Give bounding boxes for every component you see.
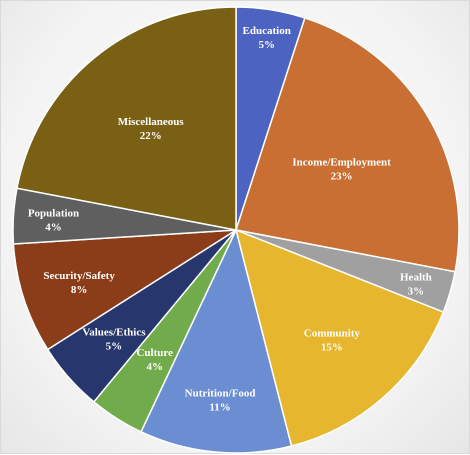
slice-percent-values-ethics: 5% — [106, 341, 123, 353]
slice-percent-security-safety: 8% — [71, 284, 88, 296]
slice-label-culture: Culture — [136, 347, 173, 359]
slice-label-values-ethics: Values/Ethics — [82, 327, 146, 339]
slice-percent-miscellaneous: 22% — [140, 130, 162, 142]
pie-slice-community — [234, 228, 445, 447]
slice-label-population: Population — [28, 208, 79, 220]
slice-label-community: Community — [304, 328, 361, 340]
slice-percent-community: 15% — [321, 342, 343, 354]
slice-label-income-employment: Income/Employment — [292, 157, 391, 169]
slice-label-miscellaneous: Miscellaneous — [118, 116, 185, 128]
slice-percent-income-employment: 23% — [331, 171, 353, 183]
slice-label-health: Health — [400, 271, 432, 283]
pie-labels: Education 5% Income/Employment 23% Health 3% C… — [28, 25, 432, 414]
slice-percent-health: 3% — [408, 285, 425, 297]
slice-percent-population: 4% — [45, 222, 62, 234]
slice-label-security-safety: Security/Safety — [43, 270, 115, 282]
pie-slice-miscellaneous — [16, 6, 237, 231]
pie-slice-income-employment — [235, 16, 460, 273]
pie-slice-nutrition-food — [140, 227, 293, 454]
pie-slices — [12, 6, 460, 454]
slice-percent-culture: 4% — [146, 361, 163, 373]
slice-percent-education: 5% — [258, 39, 275, 51]
slice-label-education: Education — [243, 25, 291, 37]
pie-slice-security-safety — [12, 229, 237, 351]
slice-percent-nutrition-food: 11% — [209, 402, 230, 414]
slice-label-nutrition-food: Nutrition/Food — [185, 388, 256, 400]
